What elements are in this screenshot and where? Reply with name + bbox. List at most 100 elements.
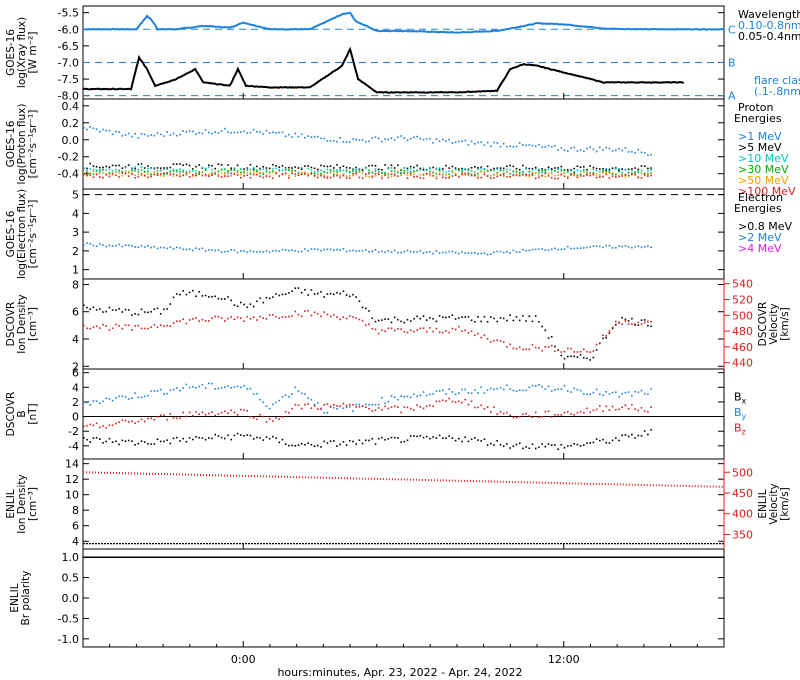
data-point [249,434,252,437]
y-tick-label: -6.5 [58,40,79,53]
data-point [349,439,351,442]
data-point [608,168,611,171]
data-point [554,175,556,177]
data-point [422,436,425,439]
data-point [156,390,159,392]
data-point [522,164,524,167]
x-axis-label: hours:minutes, Apr. 23, 2022 - Apr. 24, … [277,666,522,679]
data-point [557,248,559,251]
data-point [198,436,200,439]
data-point [599,146,601,149]
data-point [538,171,540,174]
data-point [502,445,505,448]
data-point [608,332,611,334]
data-point [259,413,261,416]
data-point [358,403,361,406]
data-point [599,176,601,178]
data-point [518,319,521,322]
y-tick-label: 1 [72,264,79,277]
data-point [531,248,534,251]
data-point [115,323,117,326]
data-point [448,138,450,141]
data-point [108,398,111,400]
data-point [534,315,537,317]
data-point [249,131,252,134]
data-point [352,168,354,171]
data-point [281,173,284,175]
data-point [105,310,107,313]
data-point [127,439,130,442]
data-point [159,313,162,315]
data-point [361,170,364,172]
data-point [288,169,290,171]
data-point [172,388,175,391]
data-point [438,167,441,169]
data-point [108,166,111,168]
data-point [124,308,127,311]
data-point [448,331,450,334]
data-point [345,175,348,177]
data-point [92,170,95,172]
data-point [304,443,306,446]
data-point [140,174,143,177]
data-point [105,427,107,429]
data-point [477,177,479,179]
data-point [294,166,297,168]
data-point [512,445,515,448]
data-point [217,387,220,390]
data-point [310,172,313,175]
data-point [477,332,479,335]
data-point [409,435,412,437]
data-point [201,166,204,169]
data-point [118,325,120,327]
data-point [131,314,133,316]
data-point [185,163,188,166]
data-point [333,440,335,442]
data-point [461,171,463,173]
data-point [329,405,332,408]
data-point [326,172,329,174]
data-point [615,168,617,170]
data-point [550,336,553,338]
data-point [300,392,303,395]
data-point [435,175,438,177]
data-point [329,140,332,142]
y-tick-label: 6 [72,520,79,533]
data-point [531,171,534,174]
data-point [589,359,591,361]
y-tick-label: 6 [72,306,79,319]
y-axis-label: DSCOVR [5,302,17,347]
data-point [195,165,197,168]
data-point [320,164,322,167]
data-point [470,400,473,403]
data-point [291,315,293,317]
data-point [531,174,534,177]
data-point [397,164,399,166]
data-point [464,329,466,331]
data-point [618,321,620,324]
data-point [381,172,383,174]
y-tick-label: 4 [72,207,79,220]
data-point [143,133,146,136]
data-point [208,320,210,322]
data-point [621,173,623,175]
data-point [307,173,309,175]
data-point [265,169,268,172]
data-point [118,171,120,174]
data-point [150,246,152,249]
data-point [230,249,232,251]
data-point [134,392,136,394]
data-point [624,391,627,394]
data-point [310,171,313,174]
data-point [349,141,351,143]
data-point [486,338,489,340]
data-point [291,444,293,447]
data-point [499,167,502,169]
data-point [224,298,226,300]
data-point [493,174,495,176]
data-point [342,441,345,443]
data-point [307,250,309,252]
data-point [342,248,345,250]
data-point [474,334,476,337]
